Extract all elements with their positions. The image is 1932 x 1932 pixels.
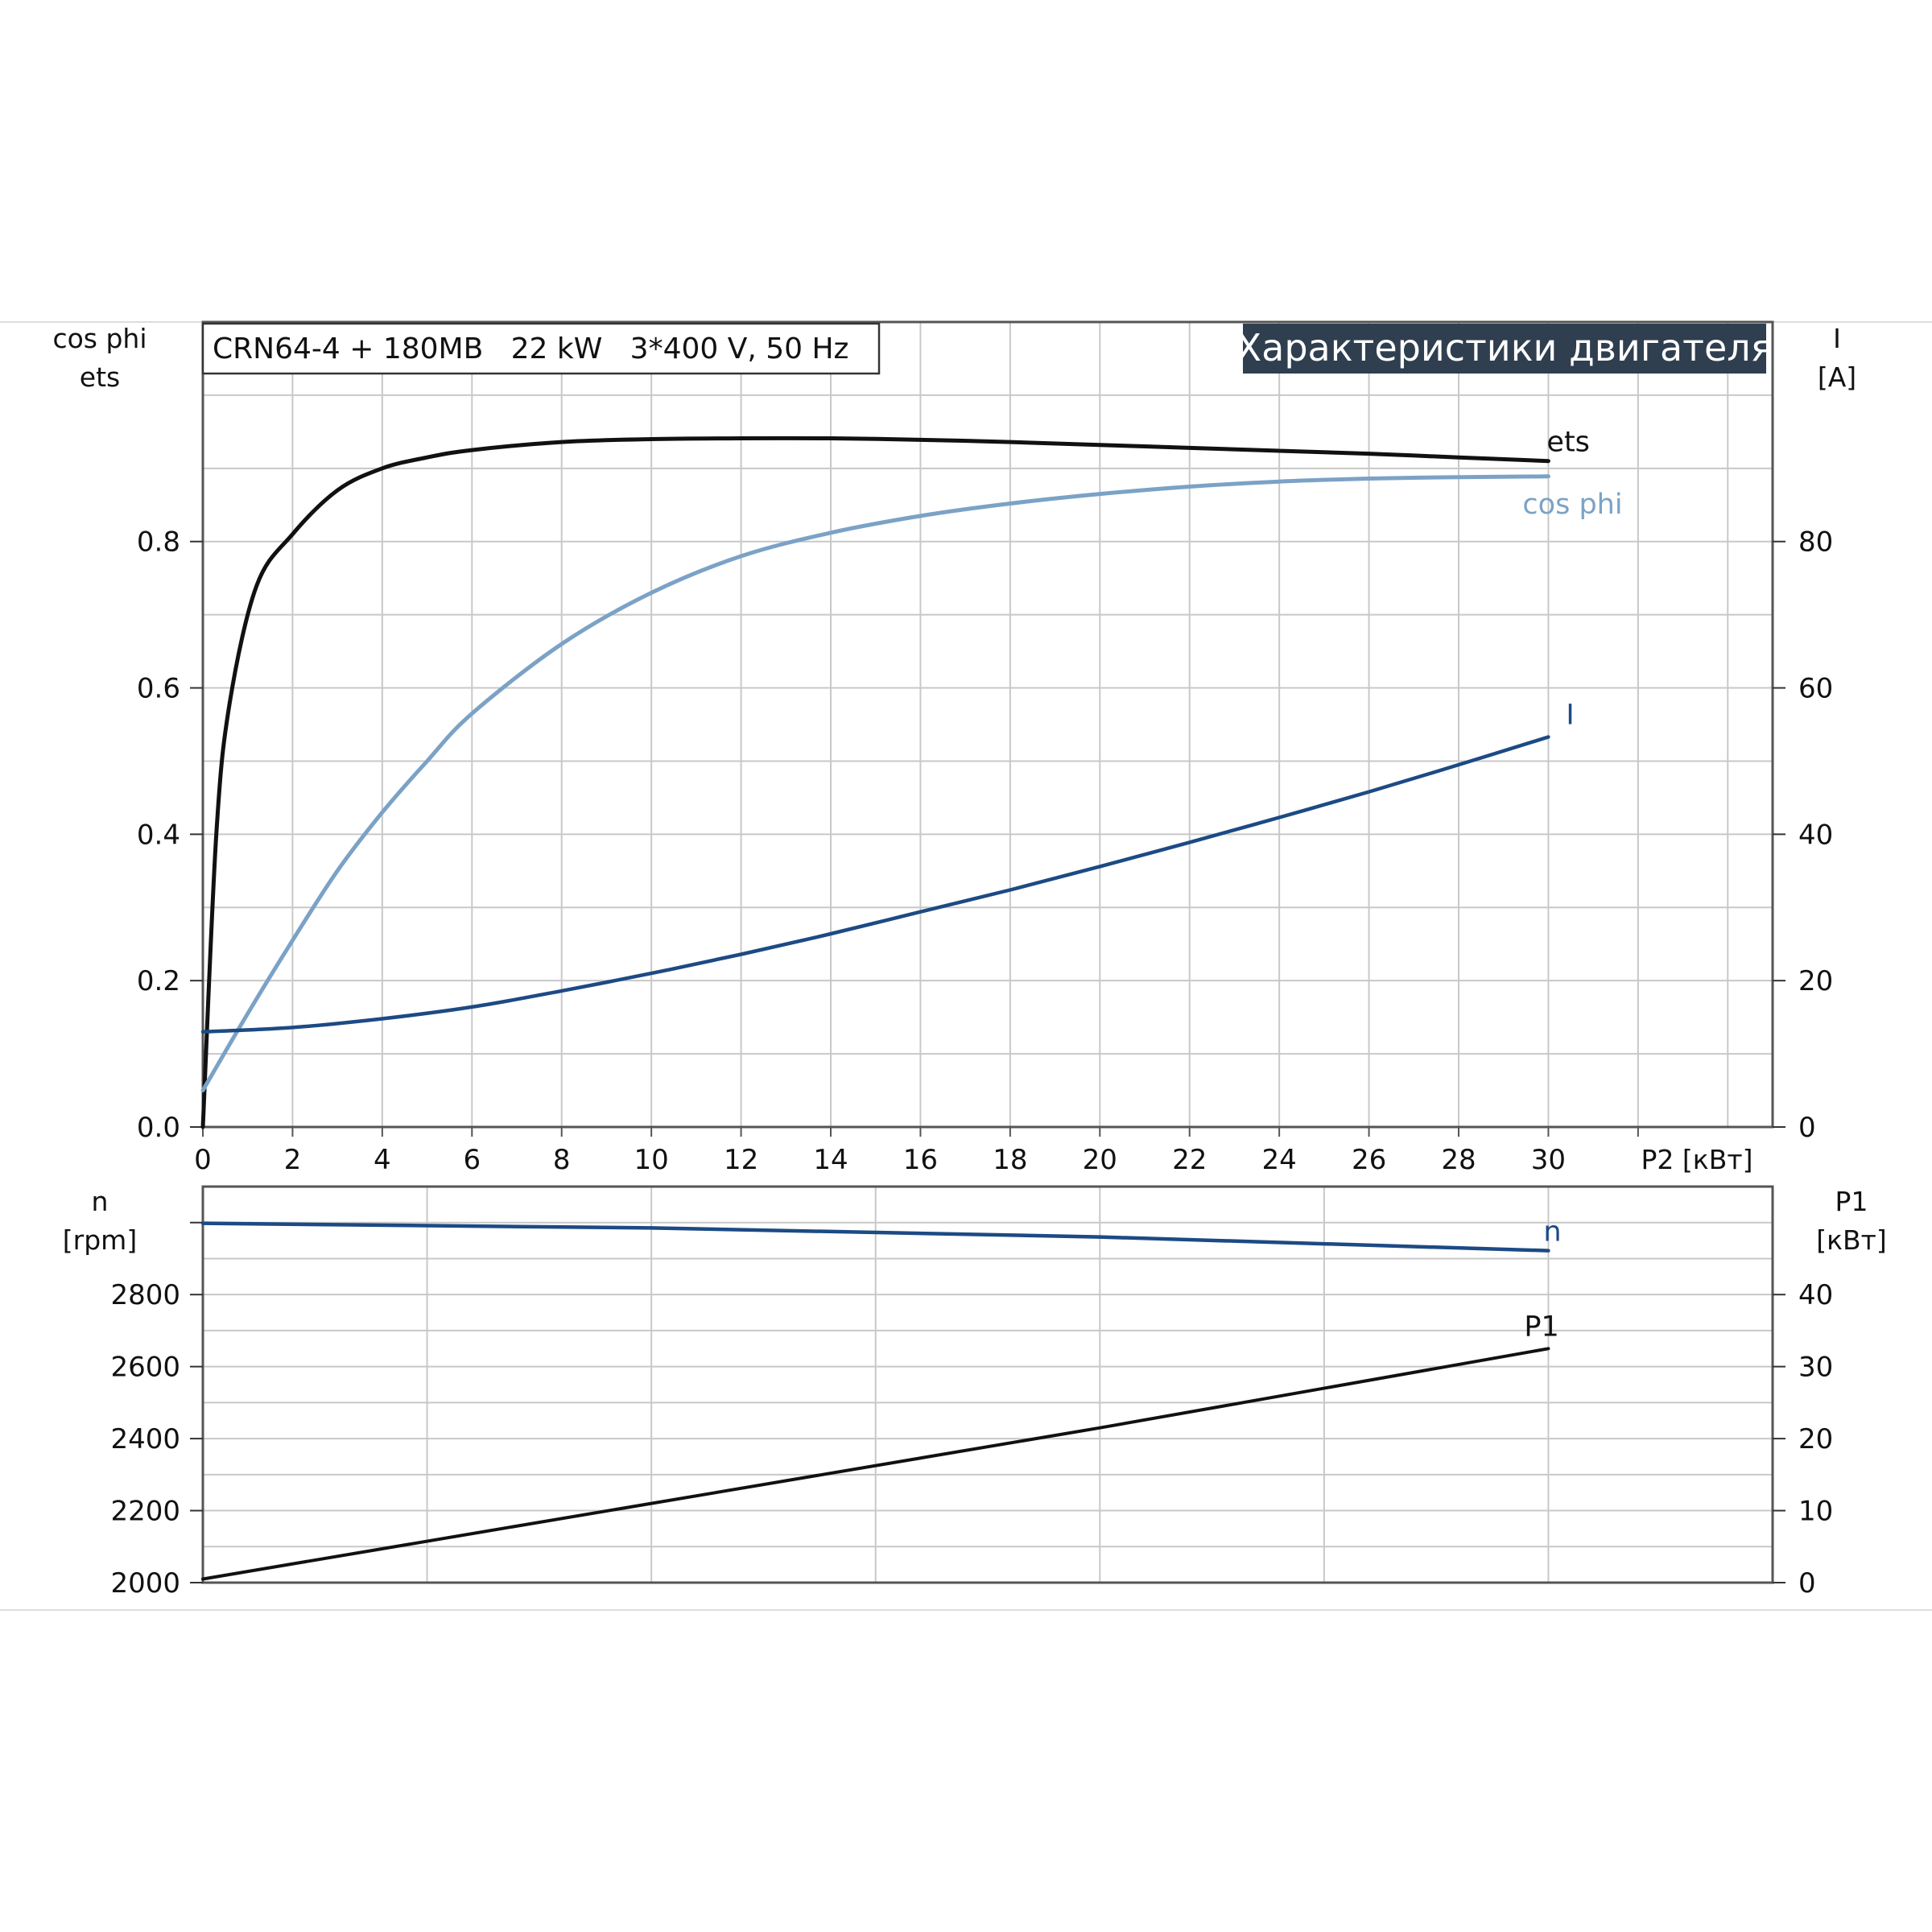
right-tick-label: 20: [1798, 965, 1833, 997]
section-badge-label: Характеристики двигателя: [1236, 326, 1773, 369]
bottom-left-axis-title-line2: [rpm]: [63, 1224, 137, 1256]
right-tick-label: 40: [1798, 1279, 1833, 1311]
series-line-n: [200, 1221, 1550, 1253]
x-tick-label: 30: [1531, 1144, 1566, 1176]
x-tick-label: 28: [1441, 1144, 1476, 1176]
right-axis-title-line1: I: [1833, 323, 1841, 354]
right-axis-title-line2: [A]: [1818, 361, 1856, 393]
model-title: CRN64-4 + 180MB 22 kW 3*400 V, 50 Hz: [213, 332, 848, 365]
x-tick-label: 26: [1352, 1144, 1386, 1176]
bottom-panel-ticks: 2000 2200 2400 2600 2800 0 10 20 30 40: [110, 1221, 1833, 1600]
bottom-panel-grid: [203, 1187, 1773, 1583]
left-axis-title-line2: ets: [80, 361, 120, 393]
left-tick-label: 2000: [110, 1567, 180, 1600]
right-tick-label: 60: [1798, 673, 1833, 705]
left-tick-label: 2400: [110, 1423, 180, 1455]
left-tick-label: 2200: [110, 1496, 180, 1528]
series-layer: [200, 436, 1550, 1581]
left-tick-label: 0.8: [137, 526, 180, 559]
model-title-box: [201, 322, 881, 375]
section-badge: [1243, 324, 1766, 374]
series-line-i: [200, 735, 1550, 1034]
bottom-right-axis-title-line1: P1: [1835, 1186, 1868, 1217]
bottom-panel-frame: [201, 1185, 1774, 1584]
x-tick-label: 12: [724, 1144, 758, 1176]
top-panel-frame: [201, 320, 1774, 1129]
series-label-n: n: [1543, 1216, 1561, 1249]
series-label-p1: P1: [1524, 1311, 1558, 1343]
x-tick-label: 14: [813, 1144, 848, 1176]
right-tick-label: 20: [1798, 1423, 1833, 1455]
bottom-right-axis-title-line2: [кВт]: [1816, 1224, 1887, 1256]
bottom-left-axis-title-line1: n: [92, 1186, 109, 1217]
x-tick-label: 18: [993, 1144, 1027, 1176]
series-label-cos-phi: cos phi: [1522, 489, 1622, 521]
right-tick-label: 30: [1798, 1352, 1833, 1384]
x-tick-label: 0: [194, 1144, 212, 1176]
x-tick-label: 8: [553, 1144, 571, 1176]
left-axis-title-line1: cos phi: [52, 323, 147, 354]
x-tick-label: 22: [1172, 1144, 1207, 1176]
series-label-i: I: [1566, 699, 1574, 731]
right-tick-label: 10: [1798, 1496, 1833, 1528]
right-tick-label: 40: [1798, 819, 1833, 851]
left-tick-label: 2600: [110, 1352, 180, 1384]
x-axis-title: P2 [кВт]: [1641, 1144, 1753, 1175]
series-labels: ets cos phi In P1: [1522, 427, 1622, 1344]
left-tick-label: 0.0: [137, 1112, 180, 1144]
x-tick-label: 20: [1083, 1144, 1117, 1176]
left-tick-label: 2800: [110, 1279, 180, 1311]
right-tick-label: 0: [1798, 1567, 1816, 1600]
left-tick-label: 0.2: [137, 965, 180, 997]
x-tick-label: 2: [284, 1144, 302, 1176]
right-tick-label: 0: [1798, 1112, 1816, 1144]
x-tick-label: 10: [634, 1144, 669, 1176]
left-tick-label: 0.6: [137, 673, 180, 705]
left-tick-label: 0.4: [137, 819, 180, 851]
x-tick-label: 24: [1262, 1144, 1297, 1176]
x-tick-label: 4: [374, 1144, 391, 1176]
x-tick-label: 6: [463, 1144, 481, 1176]
x-tick-label: 16: [903, 1144, 938, 1176]
series-label-ets: ets: [1546, 427, 1590, 459]
series-line-cos-phi: [200, 474, 1550, 1092]
series-line-p1: [201, 1347, 1550, 1581]
right-tick-label: 80: [1798, 526, 1833, 559]
series-line-ets: [200, 436, 1550, 1129]
top-panel-ticks: 0 2 4 6 8 10 12 14 16 18 20 22 24 26 28 300.00.20.40.60…: [137, 526, 1833, 1176]
